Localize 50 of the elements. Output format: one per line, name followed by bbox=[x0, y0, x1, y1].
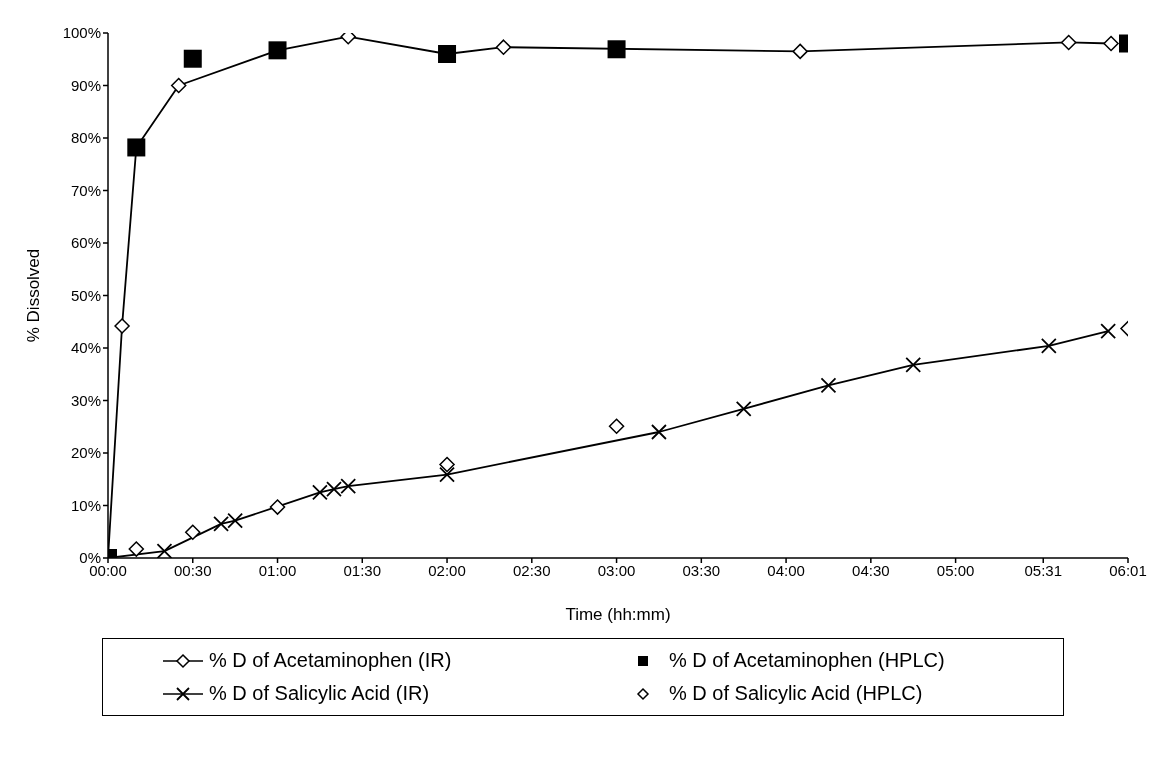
y-axis-title: % Dissolved bbox=[24, 248, 44, 343]
point bbox=[439, 466, 455, 483]
x-tick-label: 06:01 bbox=[1109, 561, 1147, 579]
x-tick-label: 03:30 bbox=[682, 561, 721, 579]
y-tick-label: 60% bbox=[70, 234, 101, 252]
point bbox=[1060, 34, 1077, 51]
point bbox=[185, 524, 201, 541]
point bbox=[905, 356, 922, 373]
y-tick-label: 70% bbox=[70, 181, 101, 199]
point bbox=[607, 40, 626, 59]
point bbox=[156, 543, 173, 558]
x-tick-label: 02:30 bbox=[513, 561, 551, 579]
legend-label: % D of Salicylic Acid (IR) bbox=[209, 682, 430, 705]
point bbox=[651, 424, 667, 440]
y-tick-label: 10% bbox=[70, 496, 101, 514]
point bbox=[114, 318, 130, 334]
x-axis-title: Time (hh:mm) bbox=[565, 605, 671, 624]
x-tick-label: 03:00 bbox=[597, 561, 636, 579]
legend-label: % D of Acetaminophen (HPLC) bbox=[669, 649, 945, 672]
point bbox=[183, 49, 202, 68]
x-tick-label: 01:00 bbox=[258, 561, 297, 579]
y-tick-label: 30% bbox=[70, 391, 101, 409]
y-tick-label: 80% bbox=[70, 129, 101, 147]
x-tick-label: 05:31 bbox=[1024, 561, 1063, 579]
y-tick-label: 40% bbox=[70, 339, 101, 357]
point bbox=[608, 418, 625, 434]
y-tick-label: 90% bbox=[70, 76, 101, 94]
point bbox=[128, 541, 145, 557]
x-tick-label: 02:00 bbox=[428, 561, 466, 579]
x-tick-label: 04:00 bbox=[767, 561, 805, 579]
point bbox=[439, 456, 455, 473]
point bbox=[1040, 338, 1057, 354]
point bbox=[792, 43, 808, 60]
point bbox=[735, 401, 752, 417]
x-tick-label: 04:30 bbox=[852, 561, 890, 579]
point bbox=[1103, 35, 1119, 52]
x-tick-label: 01:30 bbox=[343, 561, 382, 579]
point bbox=[820, 377, 837, 394]
point bbox=[170, 77, 187, 94]
legend-label: % D of Salicylic Acid (HPLC) bbox=[669, 682, 923, 705]
y-tick-label: 100% bbox=[62, 24, 101, 42]
y-tick-label: 20% bbox=[70, 444, 101, 462]
x-tick-label: 05:00 bbox=[936, 561, 975, 579]
point bbox=[1100, 323, 1117, 340]
y-tick-label: 0% bbox=[79, 549, 101, 567]
y-tick-label: 50% bbox=[70, 286, 101, 304]
x-tick-label: 00:30 bbox=[173, 561, 212, 579]
point bbox=[269, 499, 286, 515]
point bbox=[495, 39, 512, 55]
legend-label: % D of Acetaminophen (IR) bbox=[209, 649, 452, 672]
